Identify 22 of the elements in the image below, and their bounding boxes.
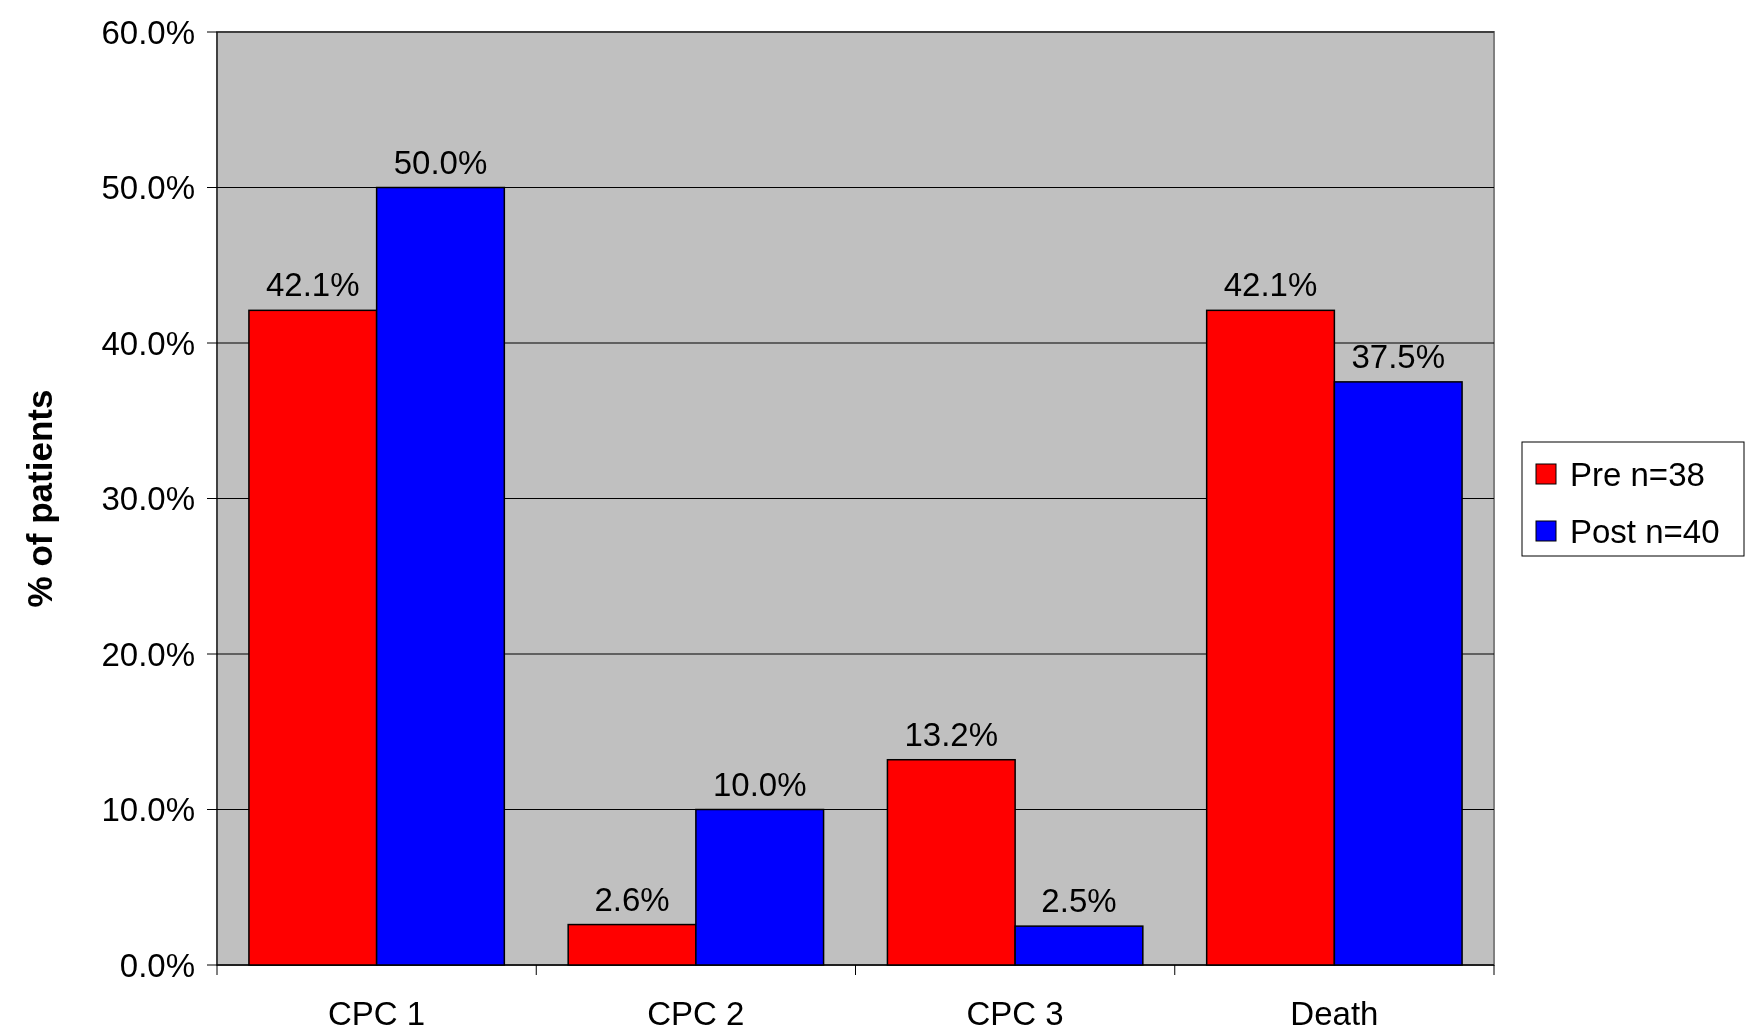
y-tick-label: 0.0% <box>119 946 195 984</box>
data-label: 13.2% <box>904 715 999 753</box>
y-axis-title: % of patients <box>20 389 59 608</box>
legend-label: Post n=40 <box>1570 512 1720 550</box>
y-tick-label: 10.0% <box>101 791 195 829</box>
data-label: 10.0% <box>712 765 807 803</box>
y-tick-label: 40.0% <box>101 324 195 362</box>
data-label: 2.5% <box>1041 882 1117 920</box>
x-tick-label: Death <box>1290 995 1379 1028</box>
x-tick-label: CPC 2 <box>647 995 745 1028</box>
y-tick-label: 50.0% <box>101 169 195 207</box>
data-label: 42.1% <box>265 266 360 304</box>
y-tick-label: 20.0% <box>101 635 195 673</box>
data-label: 2.6% <box>594 880 670 918</box>
y-tick-label: 60.0% <box>101 13 195 51</box>
data-label: 42.1% <box>1223 266 1318 304</box>
data-label: 50.0% <box>393 143 488 181</box>
y-tick-label: 30.0% <box>101 480 195 518</box>
x-tick-label: CPC 1 <box>328 995 426 1028</box>
legend-label: Pre n=38 <box>1570 455 1705 493</box>
data-label: 37.5% <box>1351 337 1446 375</box>
x-tick-label: CPC 3 <box>966 995 1064 1028</box>
